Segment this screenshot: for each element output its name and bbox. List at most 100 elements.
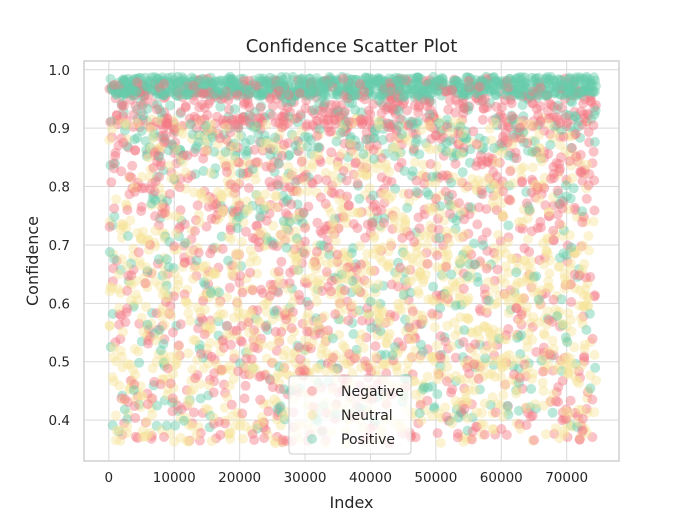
point-neutral xyxy=(256,418,267,428)
point-neutral xyxy=(119,118,130,129)
point-positive xyxy=(213,88,223,99)
point-neutral xyxy=(248,251,259,262)
point-neutral xyxy=(334,329,345,340)
point-neutral xyxy=(250,174,261,185)
point-negative xyxy=(376,116,387,127)
point-negative xyxy=(399,74,410,85)
point-neutral xyxy=(194,217,205,228)
point-positive xyxy=(119,125,130,136)
point-neutral xyxy=(180,167,191,178)
point-neutral xyxy=(190,335,201,346)
point-positive xyxy=(522,79,533,90)
point-neutral xyxy=(492,398,503,409)
point-negative xyxy=(440,86,451,97)
point-negative xyxy=(481,263,492,274)
point-negative xyxy=(545,112,555,123)
point-negative xyxy=(525,411,536,422)
point-negative xyxy=(495,236,506,247)
point-negative xyxy=(407,352,417,363)
point-neutral xyxy=(477,178,488,189)
point-neutral xyxy=(107,124,117,135)
point-neutral xyxy=(489,202,500,212)
point-negative xyxy=(368,144,379,155)
point-negative xyxy=(273,266,284,277)
point-neutral xyxy=(456,396,467,407)
point-neutral xyxy=(150,276,160,287)
point-neutral xyxy=(261,306,272,317)
point-negative xyxy=(155,87,166,98)
point-neutral xyxy=(370,287,381,298)
point-negative xyxy=(318,114,329,125)
point-neutral xyxy=(174,212,185,223)
point-neutral xyxy=(446,341,457,351)
point-negative xyxy=(279,139,290,150)
point-negative xyxy=(380,317,391,328)
point-neutral xyxy=(282,310,293,321)
point-negative xyxy=(423,78,434,89)
point-neutral xyxy=(301,312,312,323)
point-neutral xyxy=(414,267,425,278)
point-neutral xyxy=(180,121,190,132)
point-neutral xyxy=(164,307,174,318)
point-negative xyxy=(477,234,488,245)
point-neutral xyxy=(455,312,466,323)
point-positive xyxy=(360,80,371,91)
point-negative xyxy=(127,183,138,194)
point-neutral xyxy=(582,393,593,404)
point-negative xyxy=(459,404,470,414)
point-negative xyxy=(311,260,322,271)
point-neutral xyxy=(216,366,227,377)
point-neutral xyxy=(478,371,489,382)
point-positive xyxy=(152,73,163,84)
point-negative xyxy=(114,309,125,320)
point-neutral xyxy=(323,203,334,214)
point-negative xyxy=(539,146,550,157)
point-positive xyxy=(174,231,184,242)
point-positive xyxy=(312,284,323,295)
point-positive xyxy=(121,78,132,89)
point-neutral xyxy=(303,341,314,352)
point-negative xyxy=(321,175,332,186)
point-neutral xyxy=(114,380,125,391)
point-negative xyxy=(390,109,401,119)
point-neutral xyxy=(441,259,452,270)
point-positive xyxy=(560,109,571,120)
point-positive xyxy=(432,76,442,87)
point-neutral xyxy=(537,377,548,388)
point-negative xyxy=(367,220,378,231)
point-negative xyxy=(170,137,181,148)
point-negative xyxy=(249,435,260,445)
point-positive xyxy=(141,115,152,126)
point-neutral xyxy=(362,248,373,259)
point-negative xyxy=(543,315,554,325)
point-positive xyxy=(565,122,576,133)
point-neutral xyxy=(182,238,192,249)
point-neutral xyxy=(531,121,542,132)
point-positive xyxy=(449,75,460,86)
point-positive xyxy=(537,83,548,94)
point-positive xyxy=(286,129,297,140)
point-positive xyxy=(185,119,196,130)
point-negative xyxy=(365,118,375,129)
point-negative xyxy=(111,110,122,121)
point-positive xyxy=(530,73,541,84)
point-neutral xyxy=(206,323,217,334)
point-negative xyxy=(314,154,325,165)
point-neutral xyxy=(273,368,284,379)
point-neutral xyxy=(205,168,216,178)
point-neutral xyxy=(473,326,484,337)
point-positive xyxy=(257,75,268,86)
point-negative xyxy=(546,173,556,184)
point-positive xyxy=(481,71,492,82)
point-neutral xyxy=(582,278,593,289)
point-neutral xyxy=(533,194,544,204)
point-neutral xyxy=(183,348,194,359)
point-positive xyxy=(461,81,472,92)
point-negative xyxy=(300,223,311,233)
point-negative xyxy=(157,321,168,331)
point-negative xyxy=(132,391,143,402)
point-neutral xyxy=(378,308,389,319)
point-neutral xyxy=(157,373,168,384)
point-negative xyxy=(338,166,349,176)
point-neutral xyxy=(485,333,496,344)
